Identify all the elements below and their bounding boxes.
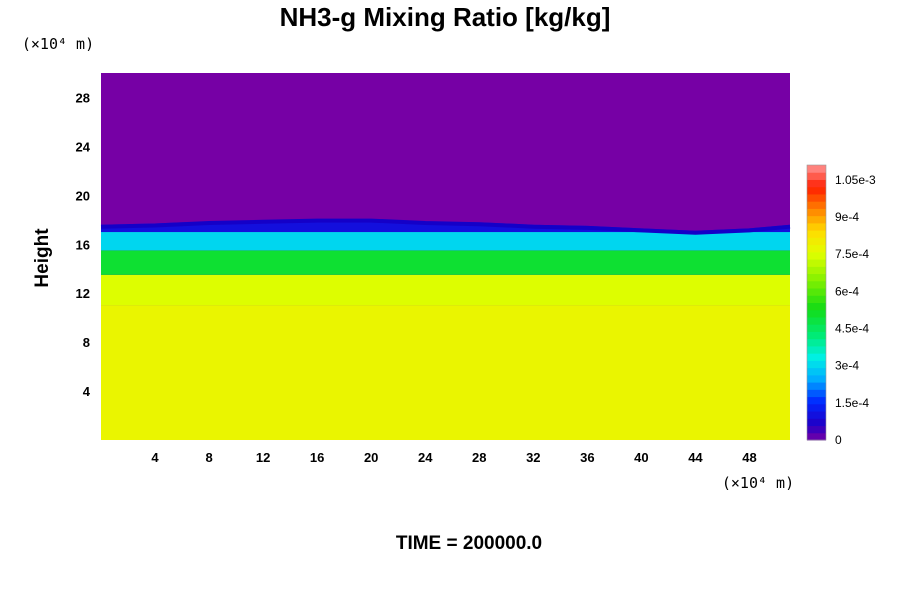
colorbar-segment (807, 237, 826, 246)
field-band-0 (101, 305, 790, 440)
colorbar-segment (807, 432, 826, 441)
colorbar-segment (807, 324, 826, 332)
x-tick-label: 44 (688, 450, 703, 465)
x-tick-label: 48 (742, 450, 756, 465)
plot-area (100, 73, 791, 440)
colorbar-segment (807, 266, 826, 275)
colorbar-segment (807, 280, 826, 289)
y-tick-label: 20 (76, 188, 90, 203)
colorbar-segment (807, 288, 826, 296)
colorbar-tick-label: 0 (835, 433, 842, 447)
field-upper-region (101, 73, 790, 231)
colorbar-frame (806, 164, 827, 441)
x-tick-label: 4 (151, 450, 159, 465)
colorbar-segment (807, 251, 826, 260)
y-axis-ticks: 4 8 12 16 20 24 28 (76, 90, 91, 399)
y-tick-label: 28 (76, 90, 90, 105)
colorbar-segment (807, 316, 826, 325)
colorbar-segment (807, 425, 826, 434)
colorbar-segment (807, 186, 826, 195)
y-tick-label: 24 (76, 139, 91, 154)
colorbar-segment (807, 309, 826, 318)
colorbar: 0 1.5e-4 3e-4 4.5e-4 6e-4 7.5e-4 9e-4 1.05e-3 (806, 164, 876, 447)
colorbar-tick-label: 1.05e-3 (835, 173, 876, 187)
y-axis-unit: (×10⁴ m) (22, 35, 94, 53)
colorbar-segment (807, 403, 826, 412)
x-tick-label: 24 (418, 450, 433, 465)
colorbar-segment (807, 179, 826, 188)
y-axis-label: Height (32, 228, 53, 288)
colorbar-segment (807, 172, 826, 180)
x-tick-label: 12 (256, 450, 270, 465)
colorbar-segment (807, 295, 826, 303)
colorbar-segment (807, 389, 826, 398)
colorbar-segment (807, 360, 826, 369)
colorbar-segment (807, 215, 826, 224)
colorbar-segment (807, 244, 826, 253)
y-tick-label: 16 (76, 237, 90, 252)
colorbar-segment (807, 165, 826, 173)
field-band-1 (101, 274, 790, 306)
x-axis-unit: (×10⁴ m) (722, 474, 794, 492)
colorbar-tick-label: 9e-4 (835, 210, 859, 224)
colorbar-segment (807, 374, 826, 383)
colorbar-segment (807, 396, 826, 405)
time-label: TIME = 200000.0 (396, 533, 542, 554)
colorbar-tick-label: 3e-4 (835, 359, 859, 373)
x-tick-label: 36 (580, 450, 594, 465)
colorbar-tick-label: 6e-4 (835, 284, 859, 298)
x-tick-label: 16 (310, 450, 324, 465)
x-tick-label: 8 (205, 450, 212, 465)
colorbar-segment (807, 367, 826, 376)
colorbar-segment (807, 345, 826, 354)
colorbar-tick-label: 7.5e-4 (835, 247, 869, 261)
colorbar-segment (807, 193, 826, 202)
colorbar-segment (807, 222, 826, 231)
y-tick-label: 4 (83, 384, 91, 399)
field-band-2 (101, 250, 790, 275)
colorbar-segment (807, 208, 826, 217)
x-axis-ticks: 4 8 12 16 20 24 28 32 36 40 44 48 (151, 450, 756, 465)
colorbar-segment (807, 382, 826, 390)
colorbar-segment (807, 201, 826, 209)
colorbar-segment (807, 353, 826, 361)
chart-title: NH3-g Mixing Ratio [kg/kg] (280, 2, 611, 32)
colorbar-segment (807, 302, 826, 311)
y-tick-label: 12 (76, 286, 90, 301)
field-boundary-edge (100, 218, 791, 235)
colorbar-segment (807, 411, 826, 419)
colorbar-segment (807, 230, 826, 238)
field-band-3 (101, 232, 790, 251)
field-band-4 (101, 222, 790, 233)
colorbar-segment (807, 331, 826, 340)
colorbar-tick-label: 4.5e-4 (835, 322, 869, 336)
x-tick-label: 32 (526, 450, 540, 465)
colorbar-segment (807, 259, 826, 267)
y-tick-label: 8 (83, 335, 90, 350)
x-tick-label: 40 (634, 450, 648, 465)
x-tick-label: 20 (364, 450, 378, 465)
x-tick-label: 28 (472, 450, 486, 465)
colorbar-segment (807, 273, 826, 282)
colorbar-segment (807, 418, 826, 427)
colorbar-tick-label: 1.5e-4 (835, 396, 869, 410)
colorbar-segment (807, 338, 826, 347)
